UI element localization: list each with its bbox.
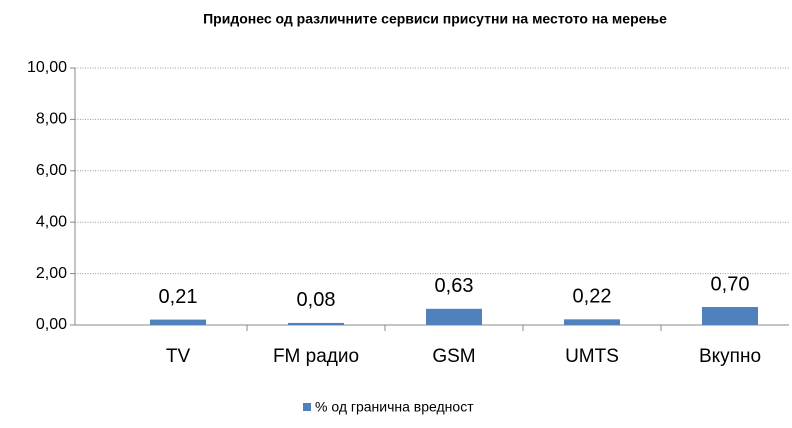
data-label: 0,21 [159,286,198,308]
bar [426,308,482,325]
data-label: 0,22 [573,286,612,308]
y-tick-label: 10,00 [27,59,67,76]
y-tick-label: 2,00 [36,265,67,282]
legend-label: % од гранична вредност [315,399,474,415]
y-tick-label: 8,00 [36,111,67,128]
x-tick-label: FM радио [273,346,359,367]
bar [150,319,206,325]
data-label: 0,70 [711,273,750,295]
data-label: 0,63 [435,275,474,297]
x-tick-label: Вкупно [699,346,761,367]
x-tick-label: UMTS [565,346,619,367]
x-tick-label: TV [166,346,191,367]
bar [702,307,758,325]
y-tick-label: 4,00 [36,213,67,230]
data-label: 0,08 [297,289,336,311]
bar [288,322,344,325]
bar [564,319,620,325]
chart-title: Придонес од различните сервиси присутни … [203,11,667,27]
y-tick-label: 6,00 [36,162,67,179]
x-tick-label: GSM [432,346,475,367]
legend-swatch [303,403,311,411]
y-tick-label: 0,00 [36,316,67,333]
